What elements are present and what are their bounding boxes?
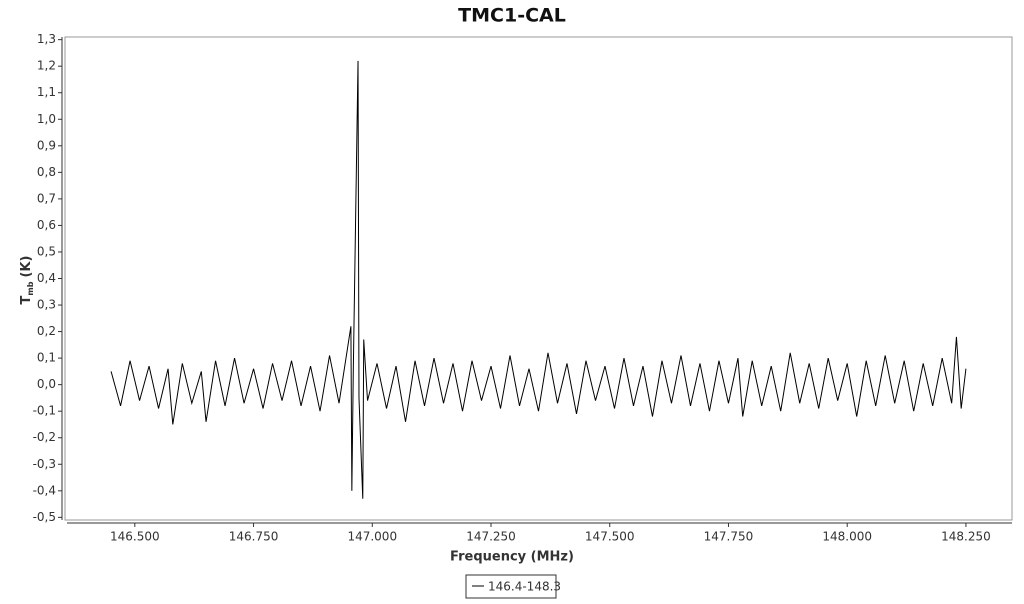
y-tick-label: 0,3	[37, 298, 56, 312]
x-tick-label: 147.750	[704, 530, 754, 544]
legend-box	[465, 574, 557, 599]
y-tick-label: 0,6	[37, 218, 56, 232]
y-axis-label: Tmb (K)	[19, 256, 35, 305]
y-tick-label: 1,1	[37, 85, 56, 99]
y-tick-label: 0,4	[37, 271, 56, 285]
y-tick-label: -0,2	[33, 430, 56, 444]
y-tick-label: 1,0	[37, 112, 56, 126]
x-tick-label: 147.500	[585, 530, 635, 544]
y-tick-label: 0,9	[37, 138, 56, 152]
legend: 146.4-148.3	[465, 574, 561, 599]
x-tick-label: 146.500	[110, 530, 160, 544]
y-tick-label: 0,1	[37, 351, 56, 365]
y-tick-label: -0,1	[33, 404, 56, 418]
y-tick-label: 0,8	[37, 165, 56, 179]
y-tick-label: -0,4	[33, 483, 56, 497]
x-tick-label: 147.000	[347, 530, 397, 544]
plot-frame	[64, 36, 1013, 521]
x-axis-label: Frequency (MHz)	[450, 550, 574, 565]
y-tick-label: 0,5	[37, 244, 56, 258]
spectrum-line	[110, 60, 967, 499]
y-tick-label: -0,5	[33, 510, 56, 524]
y-tick-label: -0,3	[33, 457, 56, 471]
y-tick-label: 1,2	[37, 59, 56, 73]
y-label-unit: (K)	[19, 256, 34, 278]
y-tick-label: 1,3	[37, 32, 56, 46]
legend-label: 146.4-148.3	[488, 580, 561, 594]
x-tick-label: 148.250	[941, 530, 991, 544]
y-label-sub: mb	[26, 281, 35, 295]
x-tick-label: 146.750	[229, 530, 279, 544]
y-tick-label: 0,2	[37, 324, 56, 338]
chart-title: TMC1-CAL	[458, 5, 566, 27]
x-tick-label: 148.000	[822, 530, 872, 544]
y-tick-label: 0,7	[37, 191, 56, 205]
y-tick-label: 0,0	[37, 377, 56, 391]
x-tick-label: 147.250	[466, 530, 516, 544]
y-label-main: T	[19, 295, 34, 304]
